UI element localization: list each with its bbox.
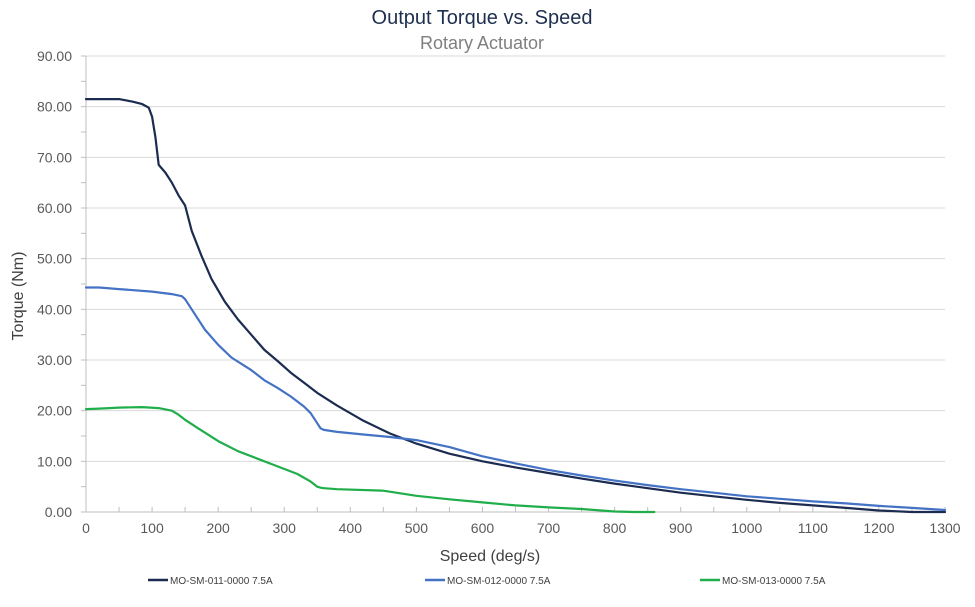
x-tick-label: 200 <box>206 520 230 536</box>
y-axis-label: Torque (Nm) <box>10 252 27 341</box>
series-line-1 <box>84 97 947 514</box>
gridlines <box>86 55 945 462</box>
legend-label-3: MO-SM-013-0000 7.5A <box>722 576 826 587</box>
y-tick-label: 70.00 <box>37 149 72 165</box>
y-tick-label: 10.00 <box>37 453 72 469</box>
y-tick-label: 30.00 <box>37 352 72 368</box>
x-tick-label: 1000 <box>731 520 762 536</box>
y-tick-label: 40.00 <box>37 301 72 317</box>
y-tick-label: 0.00 <box>45 504 72 520</box>
x-tick-label: 700 <box>537 520 561 536</box>
x-tick-label: 1100 <box>798 520 828 536</box>
axes <box>81 55 946 513</box>
x-tick-labels: 0 100 200 300 400 500 600 700 800 900 1000 1100 1200… <box>82 520 961 536</box>
legend-label-2: MO-SM-012-0000 7.5A <box>447 576 551 587</box>
x-tick-label: 1200 <box>863 520 894 536</box>
legend-label-1: MO-SM-011-0000 7.5A <box>170 576 273 587</box>
x-tick-label: 500 <box>405 520 429 536</box>
x-tick-label: 0 <box>82 520 90 536</box>
y-tick-label: 20.00 <box>37 403 72 419</box>
y-tick-label: 80.00 <box>37 99 72 115</box>
x-tick-label: 400 <box>339 520 363 536</box>
chart-title: Output Torque vs. Speed <box>372 7 593 29</box>
x-tick-label: 900 <box>669 520 693 536</box>
x-tick-label: 800 <box>603 520 627 536</box>
series-line-2 <box>84 286 947 512</box>
x-tick-label: 600 <box>471 520 495 536</box>
y-tick-label: 50.00 <box>37 251 72 267</box>
x-axis-label: Speed (deg/s) <box>440 548 541 565</box>
y-tick-label: 60.00 <box>37 200 72 216</box>
chart-subtitle: Rotary Actuator <box>420 33 544 53</box>
series-line-3 <box>84 406 656 514</box>
x-tick-label: 300 <box>273 520 297 536</box>
legend: MO-SM-011-0000 7.5A MO-SM-012-0000 7.5A MO… <box>148 576 826 587</box>
x-tick-label: 1300 <box>929 520 960 536</box>
series-lines <box>84 97 947 514</box>
y-tick-labels: 0.00 10.00 20.00 30.00 40.00 50.00 60.00 70.00 8… <box>37 48 72 520</box>
x-tick-label: 100 <box>140 520 164 536</box>
y-tick-label: 90.00 <box>37 48 72 64</box>
